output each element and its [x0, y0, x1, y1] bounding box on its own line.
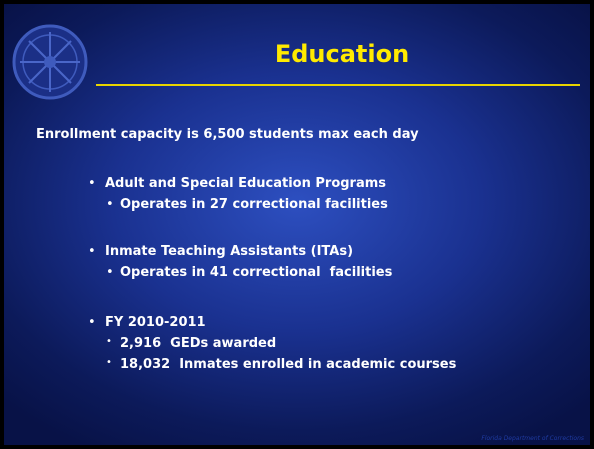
footer: Florida Department of Corrections [481, 435, 584, 442]
seal [12, 24, 88, 100]
bullet-text: FY 2010-2011 [105, 315, 206, 330]
bullet-dot: • [88, 315, 96, 330]
subtitle: Enrollment capacity is 6,500 students ma… [36, 127, 419, 142]
bullet-dot: • [88, 176, 96, 191]
sub-bullet-dot: • [106, 197, 114, 212]
slide: Education Enrollment capacity is 6,500 s… [4, 4, 590, 445]
sub-bullet-dot: • [106, 357, 112, 368]
slide-title: Education [274, 40, 410, 68]
sub-bullet-text: 18,032 Inmates enrolled in academic cour… [120, 357, 457, 372]
bullet-text: Adult and Special Education Programs [105, 176, 387, 191]
sub-bullet-text: 2,916 GEDs awarded [120, 336, 277, 351]
title-rule [96, 84, 580, 86]
sub-bullet-text: Operates in 41 correctional facilities [120, 265, 393, 280]
sub-bullet-dot: • [106, 265, 114, 280]
sub-bullet-text: Operates in 27 correctional facilities [120, 197, 388, 212]
bullet-text: Inmate Teaching Assistants (ITAs) [105, 244, 354, 259]
bullet-dot: • [88, 244, 96, 259]
sub-bullet-dot: • [106, 336, 112, 347]
